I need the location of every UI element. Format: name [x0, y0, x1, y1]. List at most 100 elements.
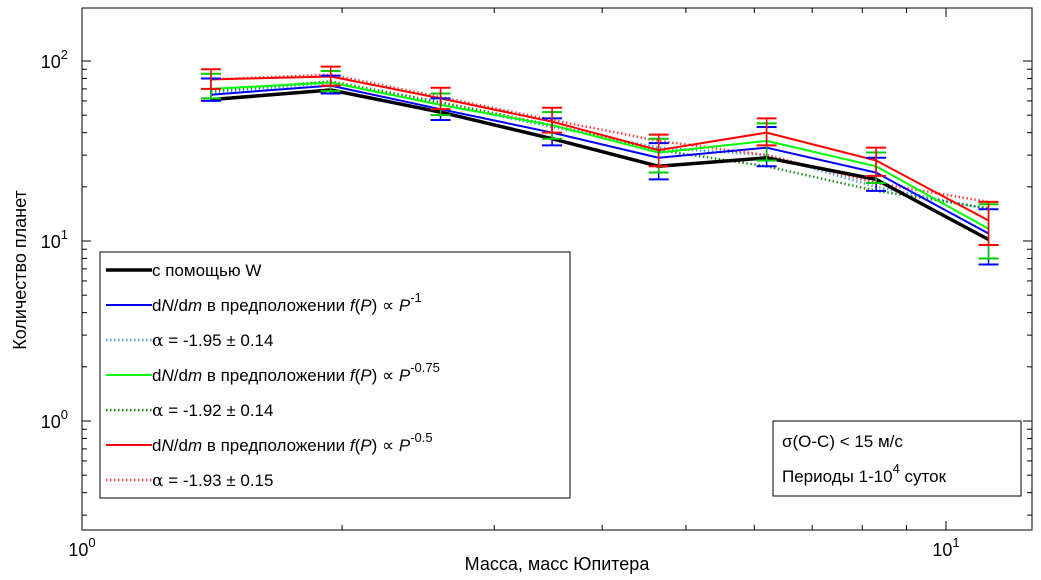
- legend-label-part: в предположении: [202, 296, 350, 315]
- legend-label-part: P: [399, 436, 411, 455]
- legend-item: α = -1.92 ± 0.14: [106, 401, 273, 421]
- legend-label-part: N: [161, 296, 174, 315]
- annotation-line-2-post: суток: [900, 467, 947, 486]
- errorbar: [320, 65, 341, 87]
- series-line-4: [210, 80, 989, 210]
- legend-item: dN/dm в предположении f(P) ∝ P-1: [106, 290, 422, 315]
- legend-label-part: f: [350, 296, 357, 315]
- legend-label-part: P: [360, 296, 372, 315]
- errorbar-layer: [200, 65, 999, 266]
- errorbar: [430, 86, 451, 111]
- y-tick-label-exp: 1: [61, 227, 68, 242]
- legend-label-part: /d: [174, 366, 188, 385]
- legend-items: с помощью WdN/dm в предположении f(P) ∝ …: [106, 261, 440, 491]
- y-tick-label-exp: 0: [61, 407, 68, 422]
- y-axis-label: Количество планет: [10, 190, 30, 350]
- legend-label-part: m: [188, 296, 202, 315]
- legend-label-part: ) ∝: [372, 366, 399, 385]
- legend-label: с помощью W: [152, 261, 261, 280]
- legend-label-part: -1: [410, 290, 422, 305]
- legend-label-part: = -1.95 ± 0.14: [163, 331, 273, 350]
- legend-label-part: f: [350, 436, 357, 455]
- annotation-box: σ(O-C) < 15 м/с Периоды 1-104 суток: [772, 420, 1022, 497]
- legend-label-part: (: [355, 366, 361, 385]
- legend-label-part: /d: [174, 436, 188, 455]
- legend-label-part: d: [152, 436, 161, 455]
- annotation-border: [772, 420, 1022, 497]
- y-tick-label-exp: 2: [61, 47, 68, 62]
- series-line-5: [210, 75, 989, 222]
- legend-label-part: /d: [174, 296, 188, 315]
- legend-item: α = -1.95 ± 0.14: [106, 331, 273, 351]
- x-tick-label: 100: [68, 535, 95, 560]
- legend-label-part: -0.75: [410, 360, 440, 375]
- errorbar: [542, 106, 563, 134]
- legend-box: [99, 251, 571, 499]
- x-axis-label: Масса, масс Юпитера: [465, 554, 651, 574]
- errorbar: [866, 146, 887, 177]
- annotation-line-2: Периоды 1-104 суток: [782, 461, 947, 486]
- legend-label-part: α: [152, 401, 164, 421]
- legend-label-part: α: [152, 471, 164, 491]
- legend-label: α = -1.92 ± 0.14: [152, 401, 273, 421]
- legend-item: с помощью W: [106, 261, 261, 280]
- legend-label-part: d: [152, 366, 161, 385]
- legend-label-part: в предположении: [202, 366, 350, 385]
- legend-label-part: -0.5: [410, 430, 432, 445]
- series-line-0: [210, 88, 990, 242]
- series-line-1: [210, 84, 989, 235]
- x-tick-label-exp: 0: [88, 535, 95, 550]
- series-layer: [210, 73, 990, 242]
- annotation-line-2-sup: 4: [893, 461, 900, 476]
- legend-label-part: = -1.93 ± 0.15: [163, 471, 273, 490]
- legend-label: dN/dm в предположении f(P) ∝ P-0.5: [152, 430, 433, 455]
- legend-label-part: (: [355, 296, 361, 315]
- legend-label-part: N: [161, 366, 174, 385]
- y-tick-label: 101: [41, 227, 68, 252]
- legend-label-part: N: [161, 436, 174, 455]
- legend: с помощью WdN/dm в предположении f(P) ∝ …: [99, 251, 571, 499]
- y-tick-label-base: 10: [41, 232, 61, 252]
- legend-label-part: f: [350, 366, 357, 385]
- annotation-line-1: σ(O-C) < 15 м/с: [782, 432, 903, 451]
- annotation-line-2-pre: Периоды 1-10: [782, 467, 893, 486]
- errorbar: [756, 117, 777, 147]
- errorbar: [648, 133, 669, 168]
- y-tick-label: 100: [41, 407, 68, 432]
- legend-label-part: P: [399, 296, 411, 315]
- legend-label: α = -1.95 ± 0.14: [152, 331, 273, 351]
- legend-label-part: P: [360, 366, 372, 385]
- legend-label: dN/dm в предположении f(P) ∝ P-1: [152, 290, 422, 315]
- y-tick-label: 102: [41, 47, 68, 72]
- x-tick-label-exp: 1: [952, 535, 959, 550]
- legend-item: dN/dm в предположении f(P) ∝ P-0.75: [106, 360, 440, 385]
- legend-label-part: P: [360, 436, 372, 455]
- errorbar: [200, 68, 221, 90]
- legend-item: dN/dm в предположении f(P) ∝ P-0.5: [106, 430, 433, 455]
- legend-label-part: (: [355, 436, 361, 455]
- legend-label-part: m: [188, 436, 202, 455]
- series-line-3: [210, 81, 989, 230]
- legend-label-part: m: [188, 366, 202, 385]
- legend-label: dN/dm в предположении f(P) ∝ P-0.75: [152, 360, 440, 385]
- legend-label-part: ) ∝: [372, 296, 399, 315]
- legend-label-part: в предположении: [202, 436, 350, 455]
- x-tick-label: 101: [932, 535, 959, 560]
- axis-ticks: [81, 8, 1032, 530]
- errorbar: [978, 200, 999, 247]
- legend-label-part: с помощью W: [152, 261, 261, 280]
- legend-label-part: d: [152, 296, 161, 315]
- legend-label-part: P: [399, 366, 411, 385]
- x-tick-label-base: 10: [932, 540, 952, 560]
- y-tick-label-base: 10: [41, 52, 61, 72]
- legend-label-part: ) ∝: [372, 436, 399, 455]
- legend-label: α = -1.93 ± 0.15: [152, 471, 273, 491]
- legend-item: α = -1.93 ± 0.15: [106, 471, 273, 491]
- x-tick-label-base: 10: [68, 540, 88, 560]
- legend-label-part: α: [152, 331, 164, 351]
- legend-label-part: = -1.92 ± 0.14: [163, 401, 273, 420]
- y-tick-label-base: 10: [41, 412, 61, 432]
- series-line-6: [210, 73, 989, 204]
